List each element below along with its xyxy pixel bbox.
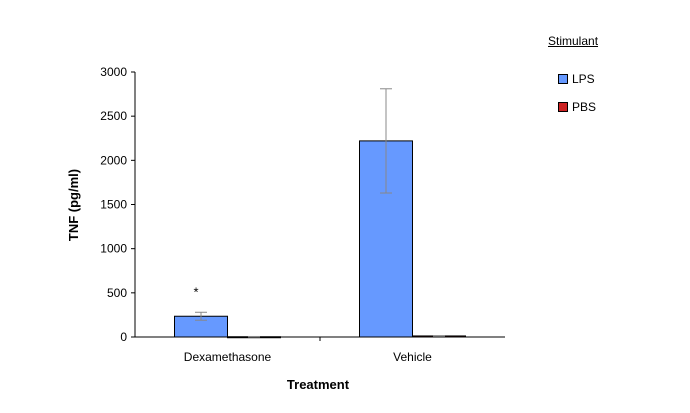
y-tick-label: 2500 — [100, 109, 127, 123]
x-axis-title: Treatment — [287, 377, 350, 392]
legend-swatch-lps — [558, 74, 568, 84]
bars: * — [174, 88, 466, 339]
y-tick-label: 500 — [107, 286, 127, 300]
legend-label-lps: LPS — [572, 72, 595, 86]
y-tick-label: 0 — [120, 330, 127, 344]
legend-item-pbs: PBS — [540, 100, 598, 114]
legend: Stimulant LPS PBS — [540, 34, 598, 128]
legend-swatch-pbs — [558, 102, 568, 112]
legend-label-pbs: PBS — [572, 100, 597, 114]
x-tick-label: Vehicle — [393, 350, 432, 364]
y-tick-label: 1000 — [100, 242, 127, 256]
y-tick-label: 3000 — [100, 65, 127, 79]
y-tick-label: 2000 — [100, 153, 127, 167]
y-tick-label: 1500 — [100, 198, 127, 212]
legend-title: Stimulant — [548, 34, 599, 48]
significance-marker: * — [193, 284, 198, 299]
axes: 0 500 1000 1500 2000 2500 3000 Dexamethasone Veh… — [100, 65, 505, 364]
x-tick-label: Dexamethasone — [184, 350, 272, 364]
y-axis-title: TNF (pg/ml) — [66, 169, 81, 241]
legend-item-lps: LPS — [540, 72, 598, 86]
